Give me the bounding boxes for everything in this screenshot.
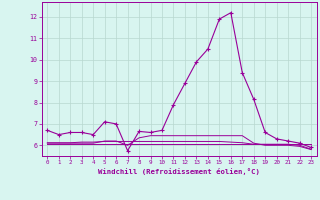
X-axis label: Windchill (Refroidissement éolien,°C): Windchill (Refroidissement éolien,°C) [98,168,260,175]
